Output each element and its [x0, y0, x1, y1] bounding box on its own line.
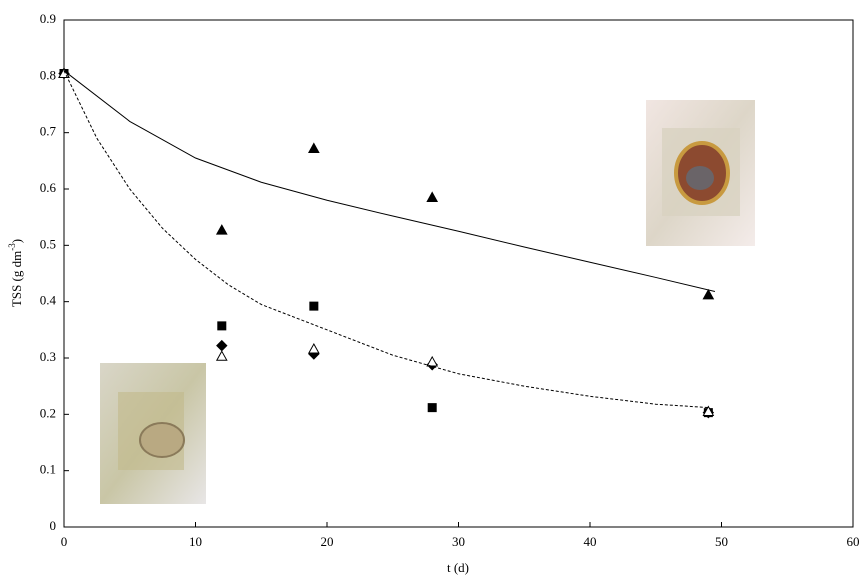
data-point [215, 224, 228, 235]
y-tick-label: 0.1 [40, 462, 56, 477]
x-tick-label: 50 [715, 534, 728, 549]
x-tick-label: 10 [189, 534, 202, 549]
data-point [215, 350, 228, 361]
y-tick-label: 0.8 [40, 67, 56, 82]
y-label-sup: -3 [7, 243, 17, 251]
y-tick-label: 0 [50, 518, 57, 533]
data-point [216, 339, 228, 352]
photo-right [646, 100, 755, 246]
x-tick-label: 0 [61, 534, 68, 549]
data-point [426, 355, 439, 367]
y-tick-label: 0.7 [40, 124, 57, 139]
data-point [702, 288, 715, 300]
data-point [309, 301, 319, 311]
y-label-text: TSS (g dm [9, 251, 24, 307]
data-point [308, 342, 320, 354]
y-tick-label: 0.6 [40, 180, 57, 195]
x-tick-label: 60 [847, 534, 860, 549]
data-point [426, 191, 439, 202]
y-tick-label: 0.3 [40, 349, 56, 364]
x-tick-label: 20 [321, 534, 334, 549]
y-label-tail: ) [9, 239, 24, 243]
fit-curve [63, 70, 709, 409]
data-point [702, 405, 715, 417]
y-tick-label: 0.9 [40, 11, 56, 26]
x-axis-label: t (d) [447, 560, 469, 575]
x-tick-label: 40 [584, 534, 597, 549]
x-tick-label: 30 [452, 534, 465, 549]
y-tick-label: 0.5 [40, 236, 56, 251]
y-tick-label: 0.2 [40, 405, 56, 420]
y-tick-label: 0.4 [40, 293, 57, 308]
data-point [427, 403, 437, 413]
y-axis-label: TSS (g dm-3) [7, 239, 24, 307]
fit-curve [63, 70, 716, 293]
photo-left [100, 363, 206, 504]
data-point [308, 142, 320, 153]
data-point [217, 321, 227, 331]
